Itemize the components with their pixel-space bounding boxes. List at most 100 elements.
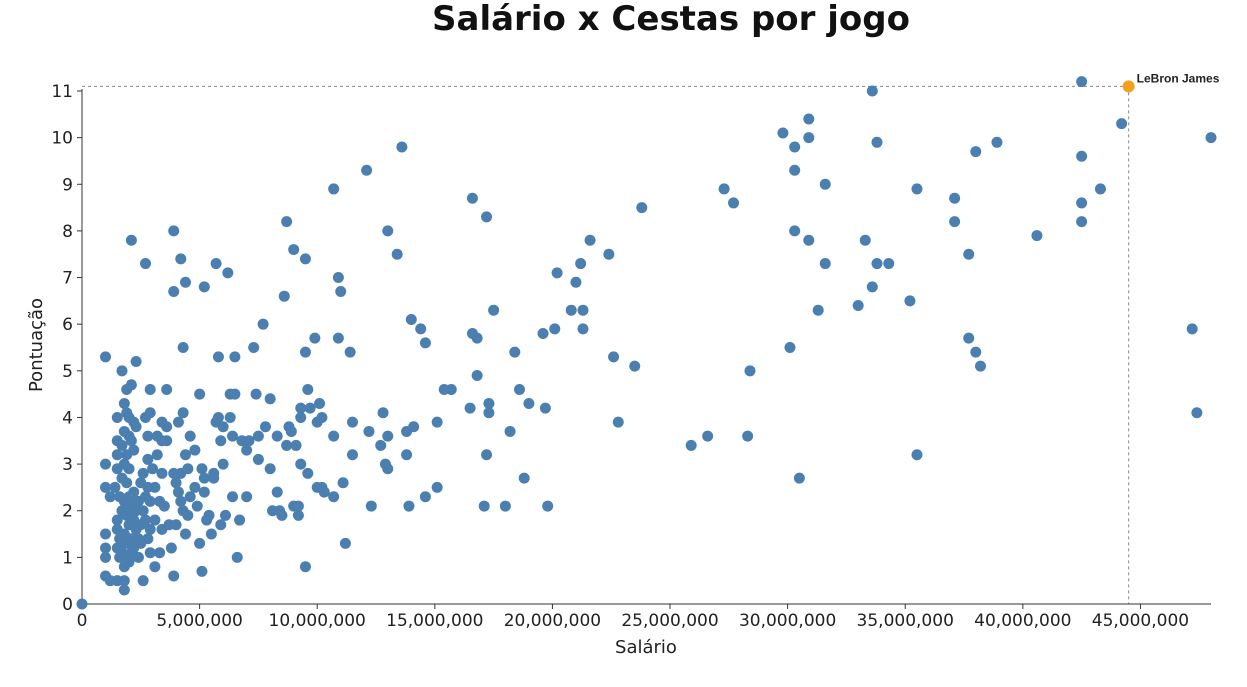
data-point [259, 421, 271, 433]
data-point [212, 411, 224, 423]
data-point [132, 551, 144, 563]
data-point [100, 351, 112, 363]
data-point [1076, 76, 1088, 88]
y-tick-label: 11 [51, 82, 73, 102]
data-point [142, 533, 154, 545]
data-point [963, 248, 975, 260]
data-point [401, 449, 413, 461]
chart-title: Salário x Cestas por jogo [432, 0, 910, 39]
x-tick-label: 45,000,000 [1092, 611, 1189, 631]
data-point [161, 383, 173, 395]
y-tick-label: 0 [62, 595, 73, 615]
data-point [156, 467, 168, 479]
data-point [142, 453, 154, 465]
data-point [377, 407, 389, 419]
data-point [125, 234, 137, 246]
data-point [302, 467, 314, 479]
x-tick-label: 15,000,000 [386, 611, 483, 631]
data-point [144, 407, 156, 419]
data-point [431, 481, 443, 493]
data-point [151, 449, 163, 461]
x-tick-label: 25,000,000 [621, 611, 718, 631]
data-point [161, 421, 173, 433]
data-point [116, 365, 128, 377]
data-point [403, 500, 415, 512]
data-point [488, 304, 500, 316]
data-point [335, 286, 347, 298]
data-point [252, 453, 264, 465]
data-point [118, 397, 130, 409]
data-point [224, 411, 236, 423]
data-point [419, 337, 431, 349]
data-point [203, 509, 215, 521]
y-tick-label: 10 [51, 129, 73, 149]
data-point [241, 491, 253, 503]
data-point [144, 547, 156, 559]
data-point [328, 183, 340, 195]
data-point [210, 258, 222, 270]
data-point [1076, 197, 1088, 209]
data-point [812, 304, 824, 316]
data-point [478, 500, 490, 512]
data-point [346, 449, 358, 461]
data-point [276, 509, 288, 521]
data-point [871, 258, 883, 270]
data-point [1031, 230, 1043, 242]
data-point [196, 463, 208, 475]
data-point [577, 323, 589, 335]
y-tick-label: 1 [62, 548, 73, 568]
data-point [803, 234, 815, 246]
data-point [189, 444, 201, 456]
data-point [281, 216, 293, 228]
data-point [111, 514, 123, 526]
data-point [170, 477, 182, 489]
data-point [137, 505, 149, 517]
data-point [217, 458, 229, 470]
data-point [128, 444, 140, 456]
data-point [549, 323, 561, 335]
data-point [793, 472, 805, 484]
data-point [1116, 118, 1128, 130]
data-point [542, 500, 554, 512]
data-point [252, 430, 264, 442]
data-point [149, 514, 161, 526]
data-point [302, 383, 314, 395]
highlight-label: LeBron James [1137, 71, 1220, 85]
y-tick-label: 9 [62, 175, 73, 195]
data-point [100, 481, 112, 493]
data-point [1076, 150, 1088, 162]
data-point [1205, 132, 1217, 144]
data-point [241, 444, 253, 456]
data-point [198, 281, 210, 293]
data-point [295, 458, 307, 470]
data-point [539, 402, 551, 414]
data-point [144, 383, 156, 395]
data-point [523, 397, 535, 409]
data-point [290, 439, 302, 451]
data-point [363, 425, 375, 437]
data-point [196, 565, 208, 577]
data-point [285, 425, 297, 437]
data-point [118, 575, 130, 587]
data-point [328, 491, 340, 503]
data-point [257, 318, 269, 330]
y-tick-label: 6 [62, 315, 73, 335]
data-point [179, 276, 191, 288]
data-point [636, 202, 648, 214]
x-tick-label: 35,000,000 [857, 611, 954, 631]
data-point [991, 136, 1003, 148]
data-point [332, 332, 344, 344]
data-point [149, 481, 161, 493]
y-tick-label: 7 [62, 269, 73, 289]
y-tick-label: 3 [62, 455, 73, 475]
data-point [537, 328, 549, 340]
data-point [299, 346, 311, 358]
data-point [728, 197, 740, 209]
data-point [904, 295, 916, 307]
data-point [391, 248, 403, 260]
data-point [231, 551, 243, 563]
data-point [248, 342, 260, 353]
data-point [229, 351, 241, 363]
data-point [866, 281, 878, 293]
data-point [250, 388, 262, 400]
